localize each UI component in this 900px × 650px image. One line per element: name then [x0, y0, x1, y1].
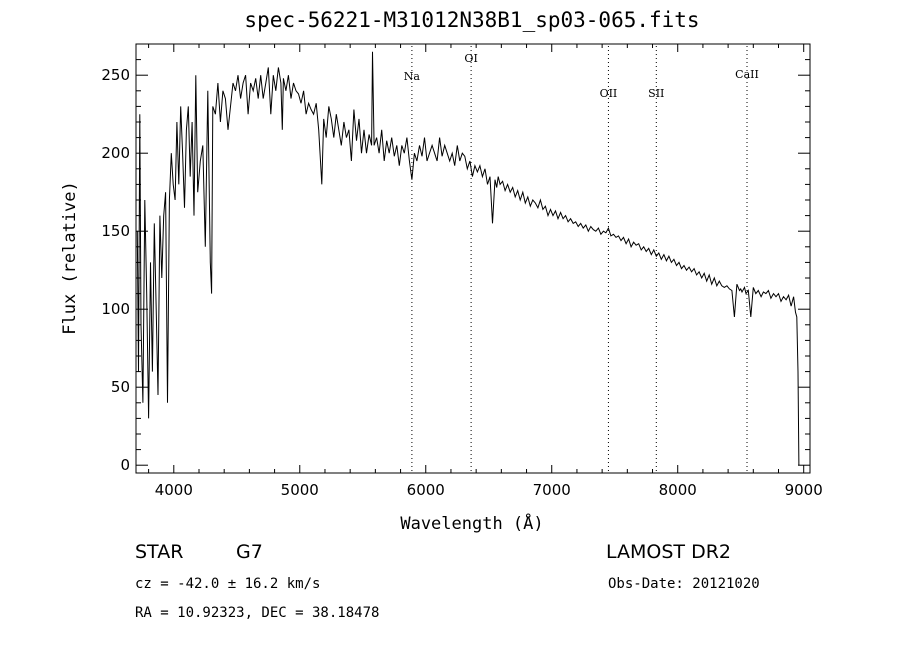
observation-date: Obs-Date: 20121020: [608, 576, 760, 592]
plot-frame: [135, 43, 811, 474]
spectral-line-label: OI: [464, 52, 477, 65]
x-axis-label: Wavelength (Å): [400, 512, 543, 534]
y-tick-label: 150: [101, 222, 130, 240]
x-tick-label: 6000: [407, 481, 445, 499]
object-class: STAR: [135, 541, 184, 563]
spectral-line-label: Na: [404, 70, 421, 83]
spectral-line-label: CaII: [735, 68, 759, 81]
y-tick-label: 200: [101, 144, 130, 162]
spectral-line-label: SII: [648, 87, 664, 100]
y-tick-label: 100: [101, 300, 130, 318]
coordinates: RA = 10.92323, DEC = 38.18478: [135, 605, 380, 621]
spectral-line-labels: Na OI OII SII CaII: [404, 52, 759, 100]
x-tick-label: 9000: [785, 481, 823, 499]
chart-title: spec-56221-M31012N38B1_sp03-065.fits: [244, 8, 700, 32]
spectral-line-label: OII: [600, 87, 618, 100]
y-axis-label: Flux (relative): [60, 181, 80, 335]
spectrum-line: [136, 51, 800, 466]
object-subclass: G7: [236, 541, 263, 563]
x-tick-label: 8000: [659, 481, 697, 499]
axis-ticks: [136, 44, 810, 473]
spectral-line-markers: [411, 46, 748, 472]
spectrum-series: [136, 51, 800, 466]
redshift-value: cz = -42.0 ± 16.2 km/s: [135, 576, 321, 592]
y-tick-label: 250: [101, 66, 130, 84]
x-tick-label: 5000: [281, 481, 319, 499]
survey-name: LAMOST DR2: [606, 541, 731, 563]
x-tick-label: 7000: [533, 481, 571, 499]
x-tick-label: 4000: [155, 481, 193, 499]
y-tick-label: 50: [111, 378, 130, 396]
axis-tick-labels: 4000 5000 6000 7000 8000 9000 0 50 100 150 200 250: [101, 66, 822, 499]
y-tick-label: 0: [120, 456, 130, 474]
